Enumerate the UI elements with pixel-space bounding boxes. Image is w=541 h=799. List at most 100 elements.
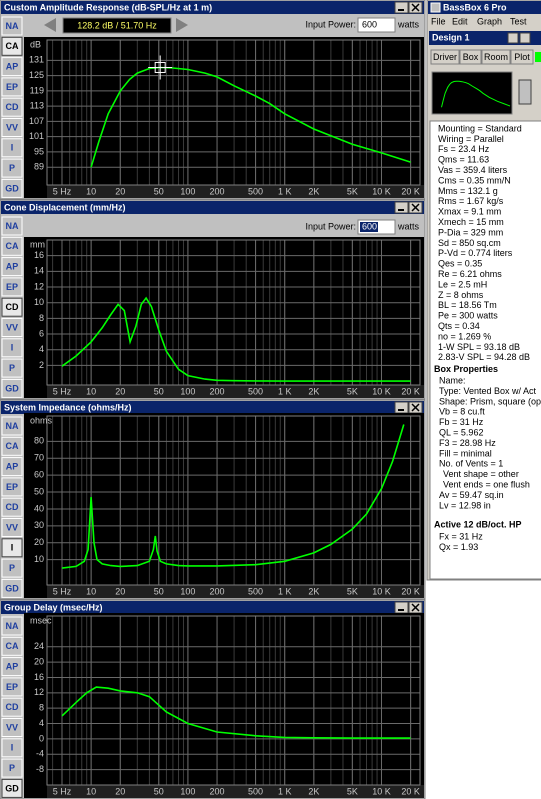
- y-tick-label: 60: [34, 470, 44, 480]
- input-power-unit: watts: [397, 221, 420, 231]
- driver-property: Le = 2.5 mH: [438, 279, 487, 289]
- side-button[interactable]: [1, 697, 23, 717]
- side-button[interactable]: [1, 457, 23, 477]
- prev-arrow[interactable]: [44, 18, 56, 32]
- side-button[interactable]: [1, 216, 23, 236]
- side-button[interactable]: [1, 297, 23, 317]
- side-button[interactable]: [1, 758, 23, 778]
- thumbnail: [431, 71, 513, 115]
- y-tick-label: 50: [34, 486, 44, 496]
- menu-item[interactable]: Test: [510, 16, 527, 26]
- side-button[interactable]: [1, 118, 23, 137]
- menu-item[interactable]: Graph: [477, 16, 502, 26]
- side-button-label: GD: [5, 583, 19, 593]
- filter-property: Qx = 1.93: [439, 542, 478, 552]
- box-property: Name:: [439, 375, 466, 385]
- x-tick-label: 1 K: [278, 386, 292, 396]
- side-button[interactable]: [1, 57, 23, 77]
- side-button[interactable]: [1, 616, 23, 636]
- design-title: Design 1: [432, 32, 470, 42]
- box-property: F3 = 28.98 Hz: [439, 438, 496, 448]
- minimize-button[interactable]: [394, 201, 409, 214]
- side-button-label: NA: [6, 21, 19, 31]
- properties-list: [429, 120, 541, 580]
- side-button[interactable]: [1, 378, 23, 398]
- next-arrow[interactable]: [176, 18, 188, 32]
- side-button[interactable]: [1, 518, 23, 537]
- side-button[interactable]: [1, 477, 23, 497]
- y-tick-label: 14: [34, 266, 44, 276]
- side-button[interactable]: [1, 578, 23, 598]
- design-button[interactable]: [519, 32, 531, 44]
- tab[interactable]: [510, 49, 534, 65]
- driver-property: no = 1.269 %: [438, 331, 491, 341]
- tab-label[interactable]: Driver: [433, 52, 457, 62]
- side-button[interactable]: [1, 657, 23, 677]
- side-button[interactable]: [1, 236, 23, 256]
- side-button[interactable]: [1, 77, 23, 97]
- x-tick-label: 100: [180, 386, 195, 396]
- design-button[interactable]: [507, 32, 519, 44]
- side-button[interactable]: [1, 497, 23, 517]
- side-button[interactable]: [1, 738, 23, 758]
- input-power-unit: watts: [397, 19, 420, 29]
- side-button[interactable]: [1, 558, 23, 578]
- side-button[interactable]: [1, 416, 23, 436]
- input-power-field[interactable]: [357, 17, 396, 33]
- y-tick-label: 4: [39, 718, 44, 728]
- plot-panel: [24, 613, 424, 798]
- tab[interactable]: [430, 49, 460, 65]
- side-button-label: CA: [6, 241, 19, 251]
- side-button[interactable]: [1, 97, 23, 117]
- tab-label[interactable]: Plot: [514, 52, 530, 62]
- side-button[interactable]: [1, 338, 23, 358]
- side-button[interactable]: [1, 158, 23, 178]
- side-button[interactable]: [1, 636, 23, 656]
- side-button[interactable]: [1, 277, 23, 297]
- side-button[interactable]: [1, 677, 23, 697]
- side-button-label: VV: [6, 722, 18, 732]
- tab[interactable]: [459, 49, 482, 65]
- thumbnail-control[interactable]: [518, 79, 532, 105]
- side-button[interactable]: [1, 318, 23, 337]
- x-tick-label: 5 Hz: [53, 386, 72, 396]
- minimize-button[interactable]: [394, 1, 409, 14]
- plot-panel: [24, 413, 424, 598]
- side-button[interactable]: [1, 178, 23, 198]
- x-label-strip: [47, 585, 424, 598]
- side-button[interactable]: [1, 778, 23, 798]
- side-button[interactable]: [1, 138, 23, 158]
- side-button-label: NA: [6, 221, 19, 231]
- x-tick-label: 2K: [308, 386, 319, 396]
- x-label-strip: [47, 185, 424, 198]
- menu-item[interactable]: Edit: [452, 16, 468, 26]
- title-bar: [1, 401, 424, 414]
- y-tick-label: 8: [39, 313, 44, 323]
- side-button[interactable]: [1, 257, 23, 277]
- y-tick-label: 0: [39, 733, 44, 743]
- minimize-button[interactable]: [394, 601, 409, 614]
- y-tick-label: -8: [36, 764, 44, 774]
- close-glyph: [411, 203, 420, 212]
- x-label-strip: [47, 385, 424, 398]
- x-tick-label: 2K: [308, 786, 319, 796]
- tab-label[interactable]: Box: [463, 52, 479, 62]
- x-tick-label: 500: [248, 186, 263, 196]
- cursor: [154, 61, 166, 73]
- menu-item[interactable]: File: [431, 16, 446, 26]
- side-button[interactable]: [1, 36, 23, 56]
- minimize-button[interactable]: [394, 401, 409, 414]
- x-tick-label: 5K: [347, 586, 358, 596]
- side-button[interactable]: [1, 358, 23, 378]
- driver-property: Mounting = Standard: [438, 123, 522, 133]
- side-button-label: P: [9, 163, 15, 173]
- side-button[interactable]: [1, 16, 23, 36]
- tab-label[interactable]: Room: [484, 52, 508, 62]
- side-button[interactable]: [1, 436, 23, 456]
- plot-border: [46, 415, 421, 586]
- side-button[interactable]: [1, 718, 23, 737]
- side-button[interactable]: [1, 538, 23, 558]
- tab[interactable]: [481, 49, 511, 65]
- side-button-label: CD: [6, 102, 19, 112]
- x-tick-label: 100: [180, 186, 195, 196]
